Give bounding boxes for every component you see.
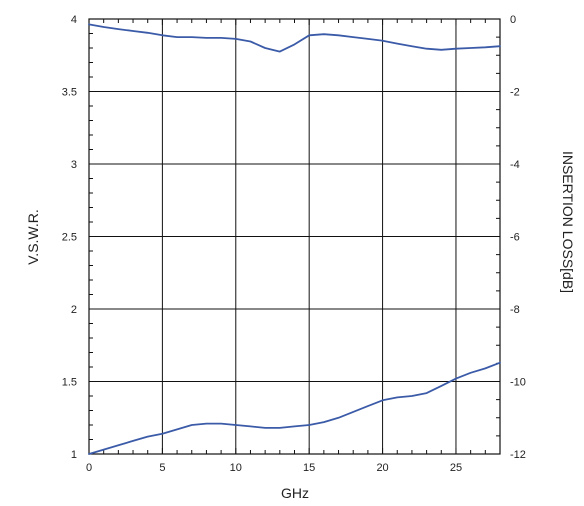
y2-tick-label: -12 (510, 449, 526, 461)
y-tick-label: 2 (71, 304, 77, 316)
y2-tick-label: -4 (510, 159, 520, 171)
y-tick-label: 4 (71, 14, 77, 26)
y-tick-label: 2.5 (62, 232, 77, 244)
x-tick-label: 20 (376, 462, 388, 474)
x-tick-label: 25 (450, 462, 462, 474)
y2-tick-label: 0 (510, 14, 516, 26)
y-axis-title: V.S.W.R. (25, 209, 41, 265)
y2-tick-label: -6 (510, 232, 520, 244)
y2-tick-label: -8 (510, 304, 520, 316)
x-tick-label: 10 (230, 462, 242, 474)
x-axis-title: GHz (281, 485, 309, 501)
y2-axis-title: INSERTION LOSS[dB] (560, 151, 576, 293)
plot-frame (88, 18, 501, 455)
y-tick-label: 1 (71, 449, 77, 461)
y2-tick-label: -2 (510, 87, 520, 99)
series-layer (88, 23, 501, 455)
y-tick-label: 3.5 (62, 87, 77, 99)
x-tick-label: 5 (159, 462, 165, 474)
insertion-loss-line (88, 23, 501, 53)
y2-tick-label: -10 (510, 377, 526, 389)
x-tick-label: 15 (303, 462, 315, 474)
x-tick-label: 0 (86, 462, 92, 474)
tick-labels: 0 5 10 15 20 25 1 1.5 2 2.5 3 3.5 4 -12 -10 -8 -6 -4 -2 0 (62, 14, 526, 474)
grid (88, 18, 500, 455)
y-tick-label: 1.5 (62, 377, 77, 389)
y-tick-label: 3 (71, 159, 77, 171)
vswr-line (88, 361, 501, 455)
